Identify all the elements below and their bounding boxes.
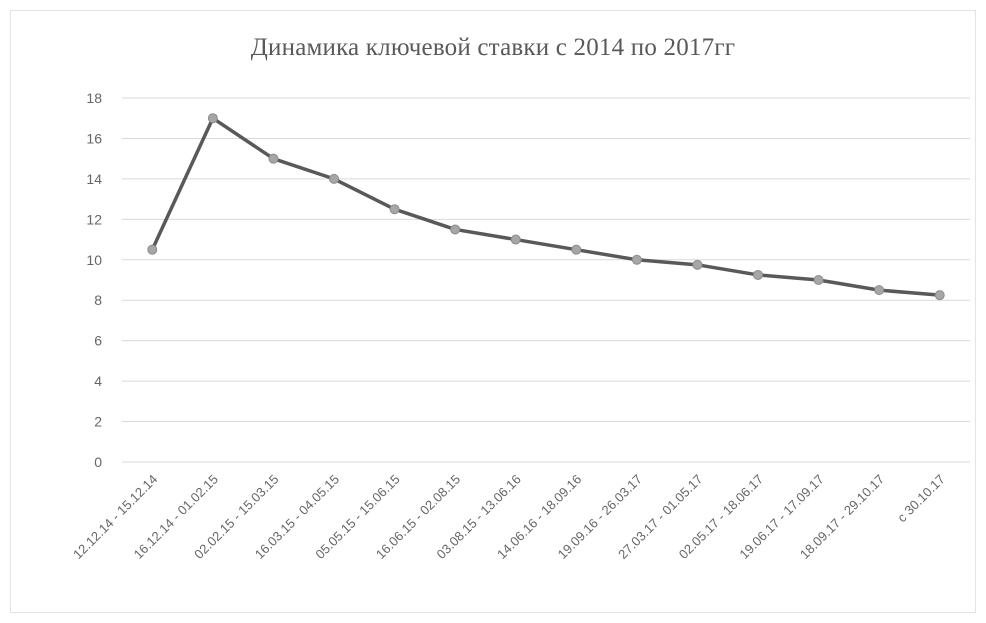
y-tick-label: 14 bbox=[86, 171, 102, 187]
y-tick-label: 0 bbox=[94, 454, 102, 470]
data-point bbox=[571, 244, 582, 255]
data-point bbox=[329, 173, 339, 184]
data-point bbox=[389, 204, 400, 215]
data-point bbox=[631, 254, 642, 265]
data-point bbox=[268, 153, 279, 164]
y-tick-label: 2 bbox=[94, 414, 102, 430]
y-axis-ticks: 0 2 4 6 8 10 12 14 16 18 bbox=[86, 90, 102, 470]
data-point bbox=[874, 285, 885, 296]
y-tick-label: 4 bbox=[94, 373, 102, 389]
data-point bbox=[510, 234, 521, 245]
data-point bbox=[207, 113, 218, 124]
data-point bbox=[147, 244, 158, 255]
x-tick-label: с 30.10.17 bbox=[894, 472, 948, 526]
data-point bbox=[934, 290, 945, 301]
data-point bbox=[692, 259, 703, 270]
gridlines bbox=[122, 97, 970, 463]
data-point bbox=[753, 269, 763, 280]
series-layer bbox=[147, 113, 945, 301]
y-tick-label: 18 bbox=[86, 90, 102, 106]
y-tick-label: 12 bbox=[86, 211, 102, 227]
series-line bbox=[150, 116, 940, 297]
data-point bbox=[813, 275, 824, 285]
y-tick-label: 16 bbox=[86, 130, 102, 146]
chart-frame bbox=[10, 10, 976, 613]
data-point bbox=[450, 224, 461, 235]
y-tick-label: 10 bbox=[86, 252, 102, 268]
chart-title: Динамика ключевой ставки с 2014 по 2017г… bbox=[250, 34, 736, 61]
y-tick-label: 6 bbox=[94, 333, 102, 349]
y-tick-label: 8 bbox=[94, 292, 102, 308]
